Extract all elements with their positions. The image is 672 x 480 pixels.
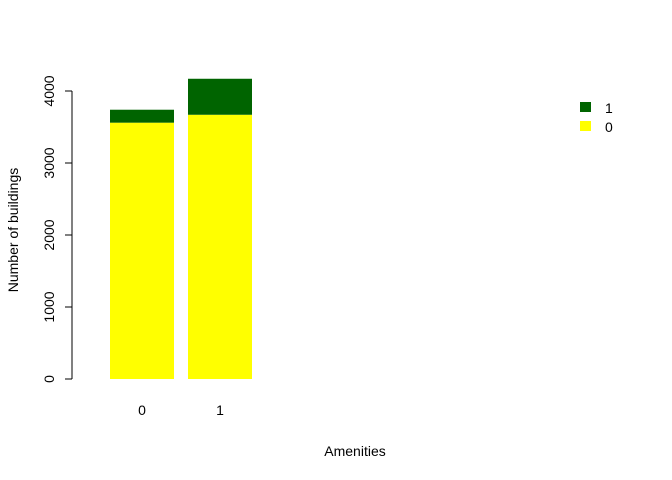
bars xyxy=(110,78,252,380)
legend-swatch-1 xyxy=(580,102,591,112)
x-axis-label: Amenities xyxy=(324,443,385,459)
x-category-label: 0 xyxy=(138,402,146,418)
bar-1-series-1 xyxy=(188,78,252,115)
y-tick-label: 2000 xyxy=(41,219,57,250)
legend: 10 xyxy=(580,100,613,135)
bar-0-series-1 xyxy=(110,109,174,123)
x-category-label: 1 xyxy=(216,402,224,418)
y-tick-label: 3000 xyxy=(41,147,57,178)
bar-0-series-0 xyxy=(110,122,174,380)
y-tick-label: 0 xyxy=(41,375,57,383)
legend-swatch-0 xyxy=(580,121,591,131)
legend-label-0: 0 xyxy=(605,119,613,135)
legend-label-1: 1 xyxy=(605,100,613,116)
bar-1-series-0 xyxy=(188,114,252,379)
y-tick-label: 4000 xyxy=(41,75,57,106)
y-axis-label: Number of buildings xyxy=(5,168,21,293)
y-tick-label: 1000 xyxy=(41,291,57,322)
y-axis: 0 1000 2000 3000 4000 xyxy=(41,75,73,383)
